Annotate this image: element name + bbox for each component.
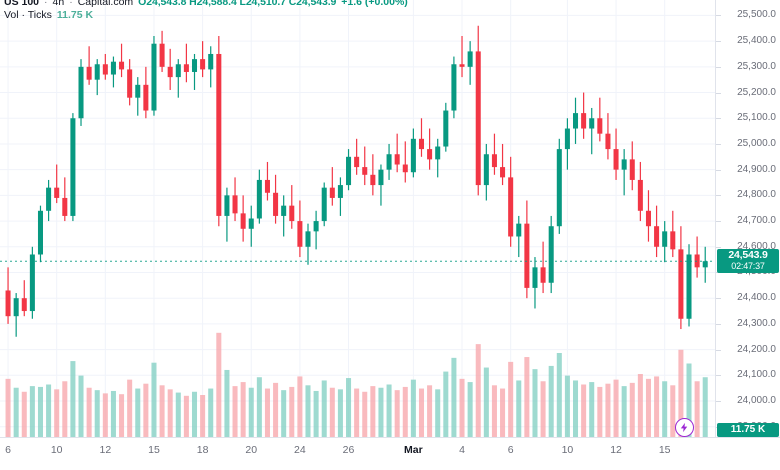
price-tick-label: 25,200.0 <box>737 86 776 98</box>
volume-badge: 11.75 K <box>717 423 779 437</box>
price-tick-label: 24,300.0 <box>737 317 776 329</box>
time-tick-label: 12 <box>99 444 112 456</box>
time-tick-label: 4 <box>459 444 465 456</box>
price-tick-mark <box>716 195 721 197</box>
price-tick-mark <box>716 349 721 351</box>
price-tick-mark <box>716 92 721 94</box>
price-tick-mark <box>716 66 721 68</box>
price-tick-label: 24,200.0 <box>737 343 776 355</box>
time-axis[interactable]: 6 10 12 15 18 20 24 26 Mar 4 6 10 12 15 <box>0 437 780 470</box>
time-tick-label: 15 <box>148 444 160 456</box>
price-tick-mark <box>716 118 721 120</box>
price-tick-label: 25,300.0 <box>737 60 776 72</box>
price-tick-mark <box>716 323 721 325</box>
time-tick-label: 18 <box>196 444 209 456</box>
bar-countdown-timer: 02:47:37 <box>731 261 765 272</box>
price-tick-mark <box>716 375 721 377</box>
price-tick-mark <box>716 298 721 300</box>
price-tick-label: 25,400.0 <box>737 35 776 47</box>
chart-gridlines <box>0 0 715 437</box>
lightning-bolt-glyph <box>680 422 688 433</box>
chart-plot-area[interactable] <box>0 0 715 437</box>
price-tick-mark <box>716 143 721 145</box>
current-price-value: 24,543.9 <box>728 249 768 262</box>
time-tick-label: 10 <box>50 444 63 456</box>
price-tick-label: 24,100.0 <box>737 369 776 381</box>
time-tick-label: 15 <box>658 444 671 456</box>
price-tick-label: 24,000.0 <box>737 395 776 406</box>
price-tick-label: 25,100.0 <box>737 112 776 124</box>
price-tick-label: 24,700.0 <box>737 215 776 227</box>
price-tick-label: 25,000.0 <box>737 137 776 149</box>
price-tick-label: 24,600.0 <box>737 240 776 252</box>
time-tick-label: 24 <box>294 444 306 456</box>
candlestick-series <box>0 25 715 437</box>
current-price-badge: 24,543.9 02:47:37 <box>717 249 779 274</box>
price-tick-mark <box>716 221 721 223</box>
price-tick-mark <box>716 15 721 17</box>
time-tick-label: 26 <box>342 444 355 456</box>
time-tick-label: 12 <box>610 444 622 456</box>
price-tick-mark <box>716 41 721 43</box>
price-tick-label: 25,500.0 <box>737 9 776 21</box>
time-tick-label: 20 <box>245 444 258 456</box>
price-axis[interactable]: 24,543.9 02:47:37 11.75 K 25,500.0 25,400… <box>715 0 780 437</box>
time-tick-label: 10 <box>561 444 574 456</box>
price-tick-label: 24,400.0 <box>737 292 776 304</box>
price-tick-label: 24,900.0 <box>737 163 776 175</box>
lightning-icon[interactable] <box>675 418 694 437</box>
price-tick-mark <box>716 169 721 171</box>
price-tick-mark <box>716 246 721 248</box>
time-tick-month: Mar <box>404 444 423 456</box>
price-tick-mark <box>716 401 721 402</box>
time-tick-label: 6 <box>5 444 11 456</box>
price-tick-label: 24,800.0 <box>737 189 776 201</box>
time-tick-label: 6 <box>507 444 514 456</box>
